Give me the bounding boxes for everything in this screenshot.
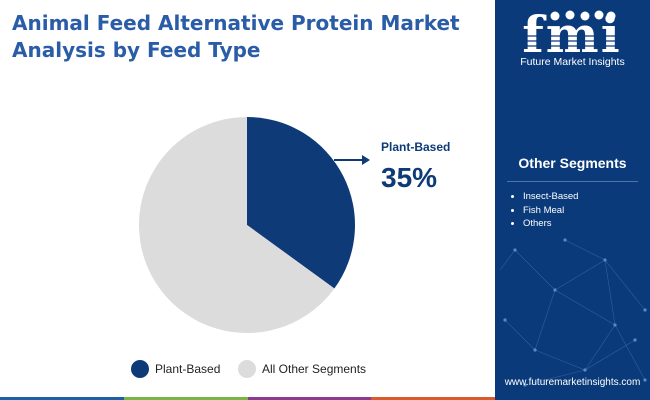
callout-value: 35% xyxy=(381,162,438,193)
pie-slices xyxy=(138,117,355,333)
side-panel: fmi Future Market Insights Other Segment… xyxy=(495,0,650,400)
bar-segment xyxy=(0,397,124,400)
other-segments-list: Insect-Based Fish Meal Others xyxy=(523,190,578,231)
bar-segment xyxy=(371,397,495,400)
other-segments-title: Other Segments xyxy=(518,155,627,171)
bar-segment xyxy=(123,397,248,400)
bar-segment xyxy=(247,397,372,400)
fmi-logo: fmi xyxy=(515,6,630,64)
bottom-color-bar xyxy=(0,397,495,400)
website-link[interactable]: www.futuremarketinsights.com xyxy=(504,377,641,388)
legend-swatch xyxy=(131,360,149,378)
list-item: Fish Meal xyxy=(523,204,578,218)
brand-name: Future Market Insights xyxy=(520,56,625,68)
legend-label: Plant-Based xyxy=(155,362,221,376)
page-title: Animal Feed Alternative Protein Market A… xyxy=(12,11,460,62)
list-item: Insect-Based xyxy=(523,190,578,204)
legend-item-plant-based: Plant-Based xyxy=(131,358,220,380)
legend-swatch xyxy=(238,360,256,378)
pie-slice-all-other-segments xyxy=(138,117,335,333)
network-background xyxy=(499,238,647,387)
divider xyxy=(507,181,638,182)
legend-label: All Other Segments xyxy=(262,362,367,376)
list-item: Others xyxy=(523,217,578,231)
callout-arrow xyxy=(334,155,370,165)
pie-chart xyxy=(138,117,370,333)
legend-item-other: All Other Segments xyxy=(238,358,366,380)
callout-label: Plant-Based xyxy=(381,140,451,154)
pie-slice-plant-based xyxy=(247,117,355,289)
